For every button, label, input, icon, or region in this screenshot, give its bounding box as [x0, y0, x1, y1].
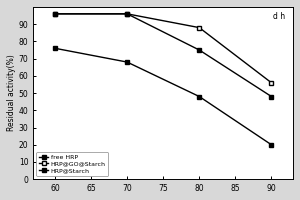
Line: HRP@GO@Starch: HRP@GO@Starch: [52, 11, 274, 85]
free HRP: [197, 95, 201, 98]
HRP@GO@Starch: [125, 13, 129, 15]
Text: d h: d h: [273, 12, 285, 21]
HRP@GO@Starch: [197, 26, 201, 29]
HRP@Starch: [53, 13, 57, 15]
HRP@Starch: [270, 95, 273, 98]
Line: free HRP: free HRP: [52, 46, 274, 147]
free HRP: [53, 47, 57, 49]
HRP@Starch: [125, 13, 129, 15]
free HRP: [270, 144, 273, 146]
HRP@Starch: [197, 49, 201, 51]
Line: HRP@Starch: HRP@Starch: [52, 11, 274, 99]
Y-axis label: Residual activity(%): Residual activity(%): [7, 55, 16, 131]
free HRP: [125, 61, 129, 63]
Legend: free HRP, HRP@GO@Starch, HRP@Starch: free HRP, HRP@GO@Starch, HRP@Starch: [37, 152, 108, 176]
HRP@GO@Starch: [53, 13, 57, 15]
HRP@GO@Starch: [270, 82, 273, 84]
